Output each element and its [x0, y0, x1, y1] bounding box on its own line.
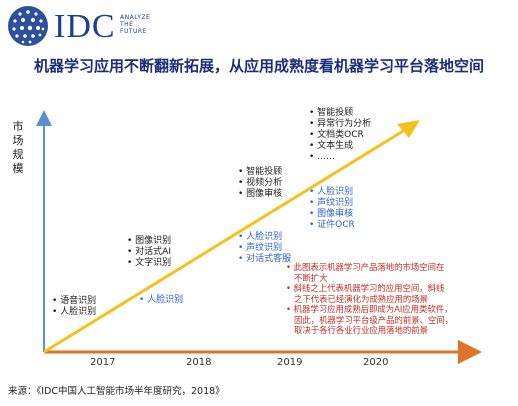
list-item: • 图像识别 [127, 236, 172, 246]
note-line: • 此图表示机器学习产品落地的市场空间在 [286, 262, 445, 272]
stage-2018-items: • 图像识别 • 对话式AI • 文字识别 [127, 236, 171, 269]
list-item: • 声纹识别 [238, 243, 283, 253]
diagram-notes: • 此图表示机器学习产品落地的市场空间在 不断扩大 • 斜线之上代表机器学习的应… [286, 262, 518, 336]
stage-2018-mature-items: • 人脸识别 [139, 295, 183, 306]
y-axis-label: 市 场 规 模 [12, 120, 24, 175]
list-item: • 图像审核 [309, 209, 354, 219]
list-item: • 图像审核 [238, 189, 283, 199]
list-item: • 语音识别 [52, 296, 97, 306]
x-tick-label: 2019 [277, 357, 303, 368]
list-item: • 人脸识别 [52, 307, 97, 317]
stage-2019-mature-items: • 人脸识别 • 声纹识别 • 对话式客服 [238, 232, 291, 265]
list-item: • 文本生成 [309, 141, 354, 151]
list-item: • 声纹识别 [309, 198, 354, 208]
stage-2019-items: • 智能投顾 • 视频分析 • 图像审核 [238, 167, 282, 200]
stage-2020-mature-items: • 人脸识别 • 声纹识别 • 图像审核 • 证件OCR [309, 187, 355, 231]
list-item: • 证件OCR [309, 220, 355, 230]
list-item: • 智能投顾 [238, 167, 283, 177]
note-line: 因此，机器学习平台级产品的前景、空间， [294, 314, 454, 325]
list-item: • …… [309, 152, 336, 162]
diagonal-arrow [43, 120, 420, 354]
x-tick-label: 2017 [90, 357, 116, 368]
logo-wordmark: IDC [54, 8, 116, 45]
list-item: • 对话式AI [127, 247, 171, 257]
logo-tagline: ANALYZE THE FUTURE [120, 14, 151, 35]
stage-2020-items: • 智能投顾 • 异常行为分析 • 文档类OCR • 文本生成 • …… [309, 108, 371, 163]
globe-icon [8, 6, 48, 46]
note-line: • 斜线之上代表机器学习的应用空间，斜线 [286, 283, 445, 293]
list-item: • 视频分析 [238, 178, 283, 188]
note-line: 不断扩大 [294, 272, 328, 283]
list-item: • 文字识别 [127, 258, 172, 268]
note-line: 取决于各行各业行业应用落地的前景 [294, 325, 428, 335]
list-item: • 文档类OCR [309, 130, 364, 140]
idc-logo: IDC ANALYZE THE FUTURE [6, 4, 150, 46]
x-tick-label: 2020 [363, 357, 389, 368]
source-citation: 来源：《IDC中国人工智能市场半年度研究，2018》 [8, 386, 225, 397]
list-item: • 人脸识别 [238, 232, 283, 242]
list-item: • 异常行为分析 [309, 119, 372, 129]
list-item: • 人脸识别 [139, 295, 184, 305]
stage-2017-items: • 语音识别 • 人脸识别 [52, 296, 96, 318]
page-title: 机器学习应用不断翻新拓展，从应用成熟度看机器学习平台落地空间 [33, 57, 484, 75]
note-line: • 机器学习应用成熟后即成为AI应用类软件， [286, 304, 453, 314]
x-tick-label: 2018 [186, 357, 212, 368]
list-item: • 人脸识别 [309, 187, 354, 197]
list-item: • 对话式客服 [238, 254, 292, 264]
list-item: • 智能投顾 [309, 108, 354, 118]
note-line: 之下代表已经演化为成熟应用的场景 [294, 293, 428, 304]
